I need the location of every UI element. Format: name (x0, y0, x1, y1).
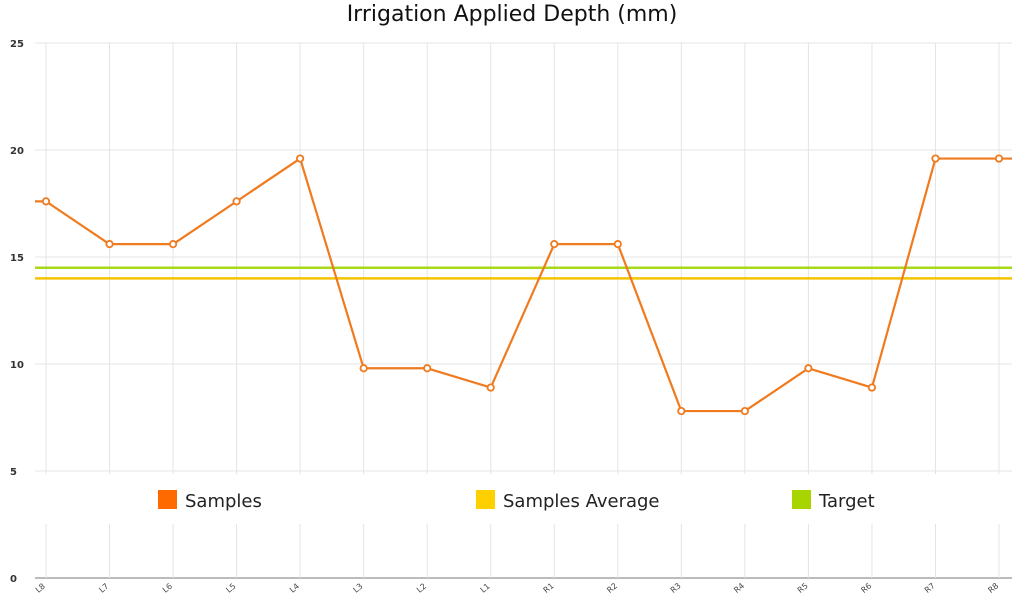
y-tick-label: 0 (10, 574, 17, 585)
legend-background (37, 474, 1010, 524)
sample-point (168, 240, 178, 249)
sample-point (359, 364, 368, 373)
sample-point (423, 364, 432, 373)
sample-point (613, 240, 622, 249)
sample-point (740, 406, 749, 416)
legend-label: Samples Average (503, 491, 660, 512)
sample-point (105, 240, 114, 249)
y-tick-label: 15 (10, 253, 24, 264)
sample-point (41, 197, 51, 206)
x-tick-label: R7 (923, 581, 937, 595)
y-tick-label: 25 (10, 39, 24, 50)
sample-point (931, 154, 940, 163)
samples-line (35, 157, 1012, 413)
x-tick-label: L8 (34, 582, 47, 595)
legend-swatch-target (792, 490, 811, 509)
x-tick-label: L5 (224, 582, 237, 595)
chart-title: Irrigation Applied Depth (mm) (346, 2, 678, 27)
x-tick-label: L7 (97, 582, 110, 595)
legend-label: Target (818, 491, 875, 512)
legend-swatch-samples-average (476, 490, 495, 509)
x-tick-label: L4 (288, 582, 301, 595)
x-tick-label: L1 (479, 582, 492, 595)
x-tick-label: R6 (859, 581, 873, 595)
y-tick-label: 10 (10, 360, 24, 371)
x-tick-label: R8 (986, 581, 1000, 595)
x-tick-label: L3 (352, 582, 365, 595)
x-tick-label: R5 (796, 581, 810, 595)
legend-label: Samples (185, 491, 262, 512)
x-tick-label: L2 (415, 582, 428, 595)
sample-point (994, 154, 1004, 163)
y-tick-label: 5 (10, 467, 17, 478)
sample-point (867, 383, 877, 392)
legend-swatch-samples (158, 490, 177, 509)
x-tick-label: R3 (669, 581, 683, 595)
x-tick-label: R4 (732, 581, 746, 595)
y-tick-label: 20 (10, 146, 24, 157)
x-tick-label: R1 (542, 581, 556, 595)
sample-point (486, 383, 495, 392)
sample-point (677, 406, 686, 416)
sample-point (296, 154, 305, 163)
sample-point (232, 197, 241, 206)
x-tick-label: L6 (161, 582, 174, 595)
sample-point (804, 364, 813, 373)
x-tick-label: R2 (605, 581, 619, 595)
sample-point (550, 240, 559, 249)
